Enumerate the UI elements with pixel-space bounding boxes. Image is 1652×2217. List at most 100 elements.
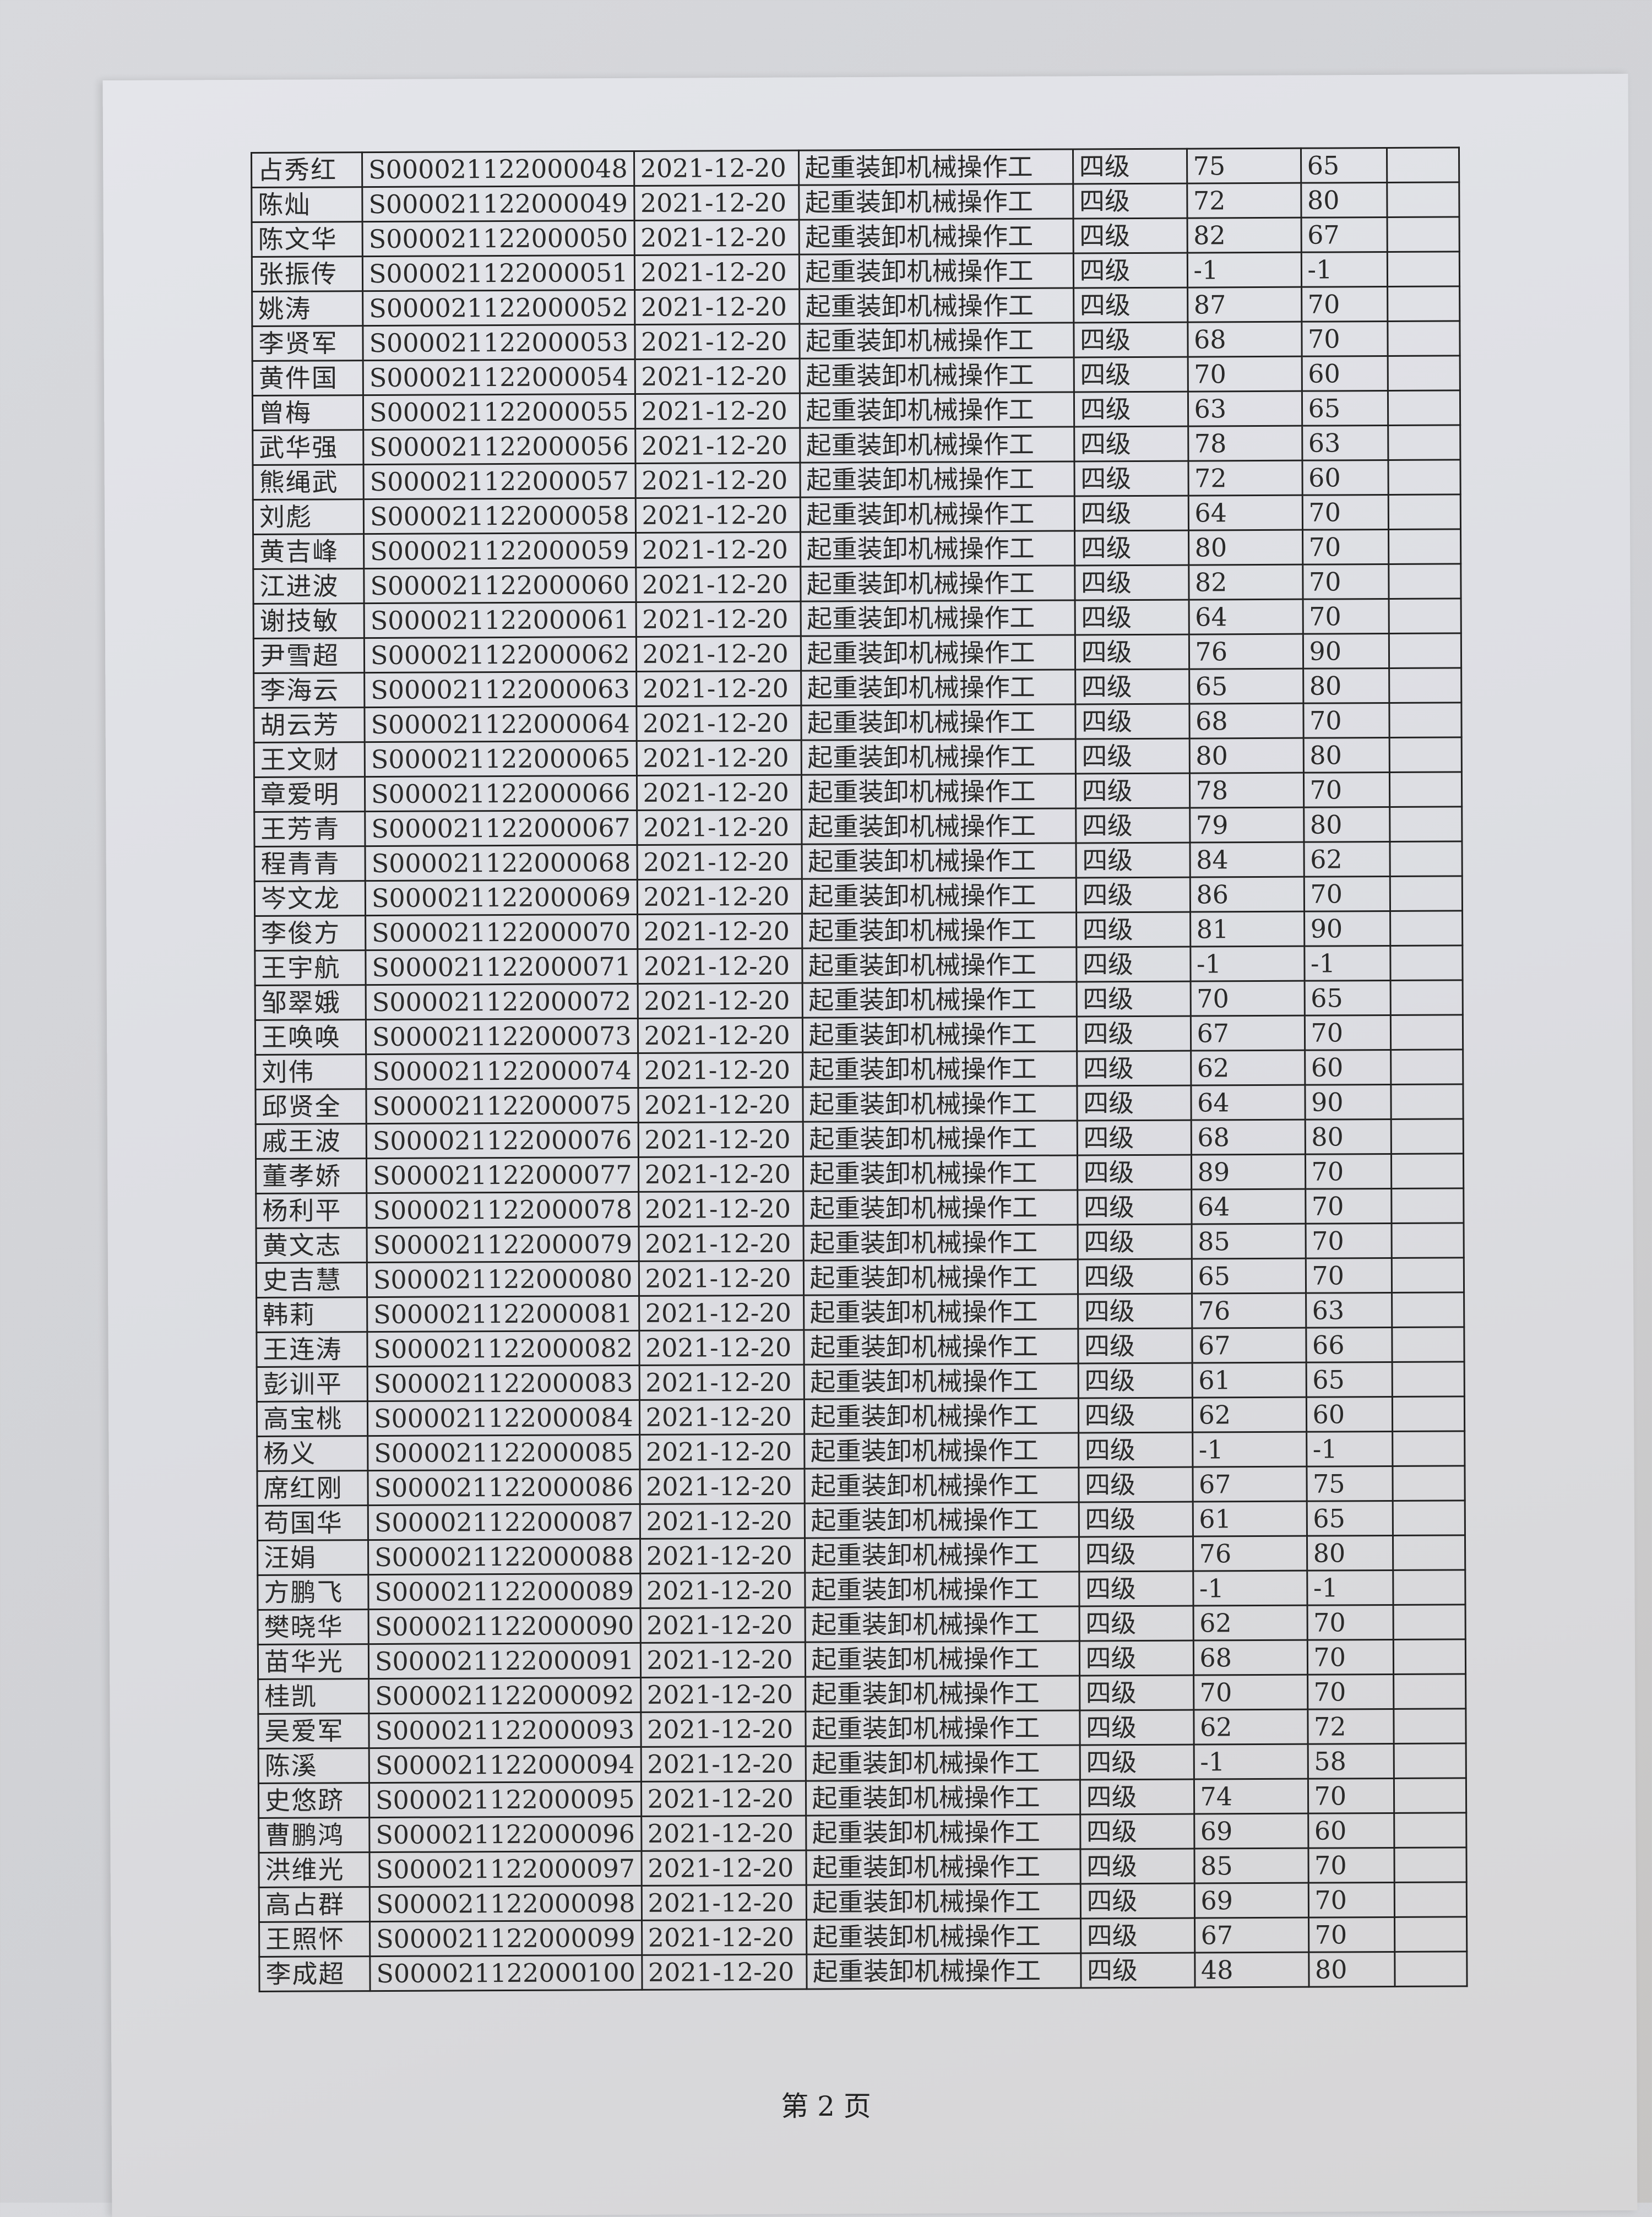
table-row: 杨利平 S000021122000078 2021-12-20 起重装卸机械操作工 四级… [256,1188,1464,1229]
table-row: 方鹏飞 S000021122000089 2021-12-20 起重装卸机械操作工 四级… [257,1569,1465,1610]
blank-cell [1393,1708,1466,1744]
score-1-cell: -1 [1193,1744,1308,1780]
score-2-cell: 65 [1306,1501,1393,1536]
score-1-cell: 76 [1193,1536,1307,1572]
date-cell: 2021-12-20 [639,1330,804,1366]
blank-cell [1387,390,1460,426]
date-cell: 2021-12-20 [638,1226,803,1262]
occupation-cell: 起重装卸机械操作工 [802,912,1077,949]
score-2-cell: 80 [1303,807,1390,843]
certificate-id-cell: S000021122000083 [367,1365,639,1401]
level-cell: 四级 [1077,1051,1191,1086]
blank-cell [1392,1361,1464,1397]
occupation-cell: 起重装卸机械操作工 [799,357,1074,394]
score-1-cell: 85 [1194,1848,1308,1884]
date-cell: 2021-12-20 [634,254,800,290]
score-1-cell: 62 [1193,1709,1308,1745]
occupation-cell: 起重装卸机械操作工 [805,1779,1080,1816]
occupation-cell: 起重装卸机械操作工 [805,1745,1080,1781]
date-cell: 2021-12-20 [637,983,802,1019]
date-cell: 2021-12-20 [635,567,801,602]
score-1-cell: 67 [1194,1917,1309,1953]
score-2-cell: 60 [1302,460,1388,496]
level-cell: 四级 [1078,1363,1192,1398]
score-2-cell: 70 [1304,1015,1391,1051]
occupation-cell: 起重装卸机械操作工 [800,530,1075,567]
certificate-id-cell: S000021122000082 [367,1330,639,1367]
level-cell: 四级 [1073,357,1188,392]
blank-cell [1388,425,1460,460]
name-cell: 李贤军 [252,325,363,361]
table-row: 张振传 S000021122000051 2021-12-20 起重装卸机械操作工 四级… [252,251,1460,292]
table-row: 高宝桃 S000021122000084 2021-12-20 起重装卸机械操作工 四级… [257,1396,1465,1437]
score-1-cell: 81 [1190,911,1305,947]
name-cell: 张振传 [252,256,363,292]
level-cell: 四级 [1074,634,1189,670]
score-1-cell: 79 [1189,807,1304,843]
table-row: 韩莉 S000021122000081 2021-12-20 起重装卸机械操作工 四级 7… [256,1292,1464,1333]
level-cell: 四级 [1077,1224,1192,1259]
occupation-cell: 起重装卸机械操作工 [800,634,1075,671]
date-cell: 2021-12-20 [640,1607,805,1643]
date-cell: 2021-12-20 [637,948,802,984]
score-1-cell: 69 [1194,1813,1308,1849]
occupation-cell: 起重装卸机械操作工 [799,322,1074,359]
level-cell: 四级 [1079,1745,1194,1780]
date-cell: 2021-12-20 [638,1191,803,1227]
level-cell: 四级 [1079,1779,1194,1814]
level-cell: 四级 [1077,1120,1191,1155]
score-2-cell: 62 [1303,841,1390,877]
occupation-cell: 起重装卸机械操作工 [801,843,1076,879]
score-2-cell: 70 [1303,772,1390,808]
name-cell: 彭训平 [257,1366,368,1402]
occupation-cell: 起重装卸机械操作工 [800,496,1075,532]
occupation-cell: 起重装卸机械操作工 [806,1953,1081,1990]
blank-cell [1394,1812,1466,1848]
occupation-cell: 起重装卸机械操作工 [803,1224,1078,1261]
score-1-cell: 64 [1191,1085,1305,1121]
date-cell: 2021-12-20 [635,532,801,568]
score-2-cell: 80 [1308,1952,1395,1987]
date-cell: 2021-12-20 [637,914,802,949]
score-1-cell: 62 [1192,1397,1307,1433]
name-cell: 熊绳武 [252,464,364,500]
blank-cell [1389,702,1461,738]
occupation-cell: 起重装卸机械操作工 [801,808,1076,845]
score-1-cell: 70 [1187,356,1302,392]
blank-cell [1388,598,1461,634]
certificate-id-cell: S000021122000068 [365,845,637,881]
score-2-cell: 70 [1307,1639,1394,1675]
certificate-id-cell: S000021122000081 [367,1296,639,1332]
table-row: 李海云 S000021122000063 2021-12-20 起重装卸机械操作工 四级… [253,667,1461,708]
score-2-cell: 70 [1305,1188,1392,1224]
table-row: 尹雪超 S000021122000062 2021-12-20 起重装卸机械操作工 四级… [253,633,1461,673]
table-row: 黄吉峰 S000021122000059 2021-12-20 起重装卸机械操作工 四级… [253,529,1461,569]
name-cell: 邹翠娥 [255,985,366,1020]
name-cell: 谢技敏 [253,603,365,639]
level-cell: 四级 [1075,843,1190,878]
certificate-id-cell: S000021122000080 [367,1261,639,1297]
table-row: 王连涛 S000021122000082 2021-12-20 起重装卸机械操作工 四级… [256,1327,1464,1367]
blank-cell [1390,945,1463,981]
level-cell: 四级 [1075,669,1189,704]
score-1-cell: 72 [1187,183,1301,219]
score-2-cell: 65 [1301,390,1388,426]
score-2-cell: 70 [1302,495,1389,530]
score-2-cell: 65 [1304,980,1390,1016]
level-cell: 四级 [1077,1155,1192,1190]
occupation-cell: 起重装卸机械操作工 [801,704,1075,741]
date-cell: 2021-12-20 [637,879,802,915]
occupation-cell: 起重装卸机械操作工 [803,1259,1078,1296]
blank-cell [1390,1118,1463,1154]
score-2-cell: 70 [1302,599,1389,634]
score-2-cell: 70 [1305,1223,1392,1259]
blank-cell [1394,1847,1466,1883]
table-row: 李成超 S000021122000100 2021-12-20 起重装卸机械操作工 四级… [259,1951,1467,1992]
table-row: 苟国华 S000021122000087 2021-12-20 起重装卸机械操作工 四级… [257,1500,1465,1541]
name-cell: 姚涛 [252,291,363,327]
certificate-id-cell: S000021122000077 [366,1157,639,1193]
blank-cell [1388,494,1461,530]
date-cell: 2021-12-20 [639,1295,804,1331]
certificate-id-cell: S000021122000093 [368,1712,641,1748]
score-2-cell: 67 [1301,217,1387,253]
